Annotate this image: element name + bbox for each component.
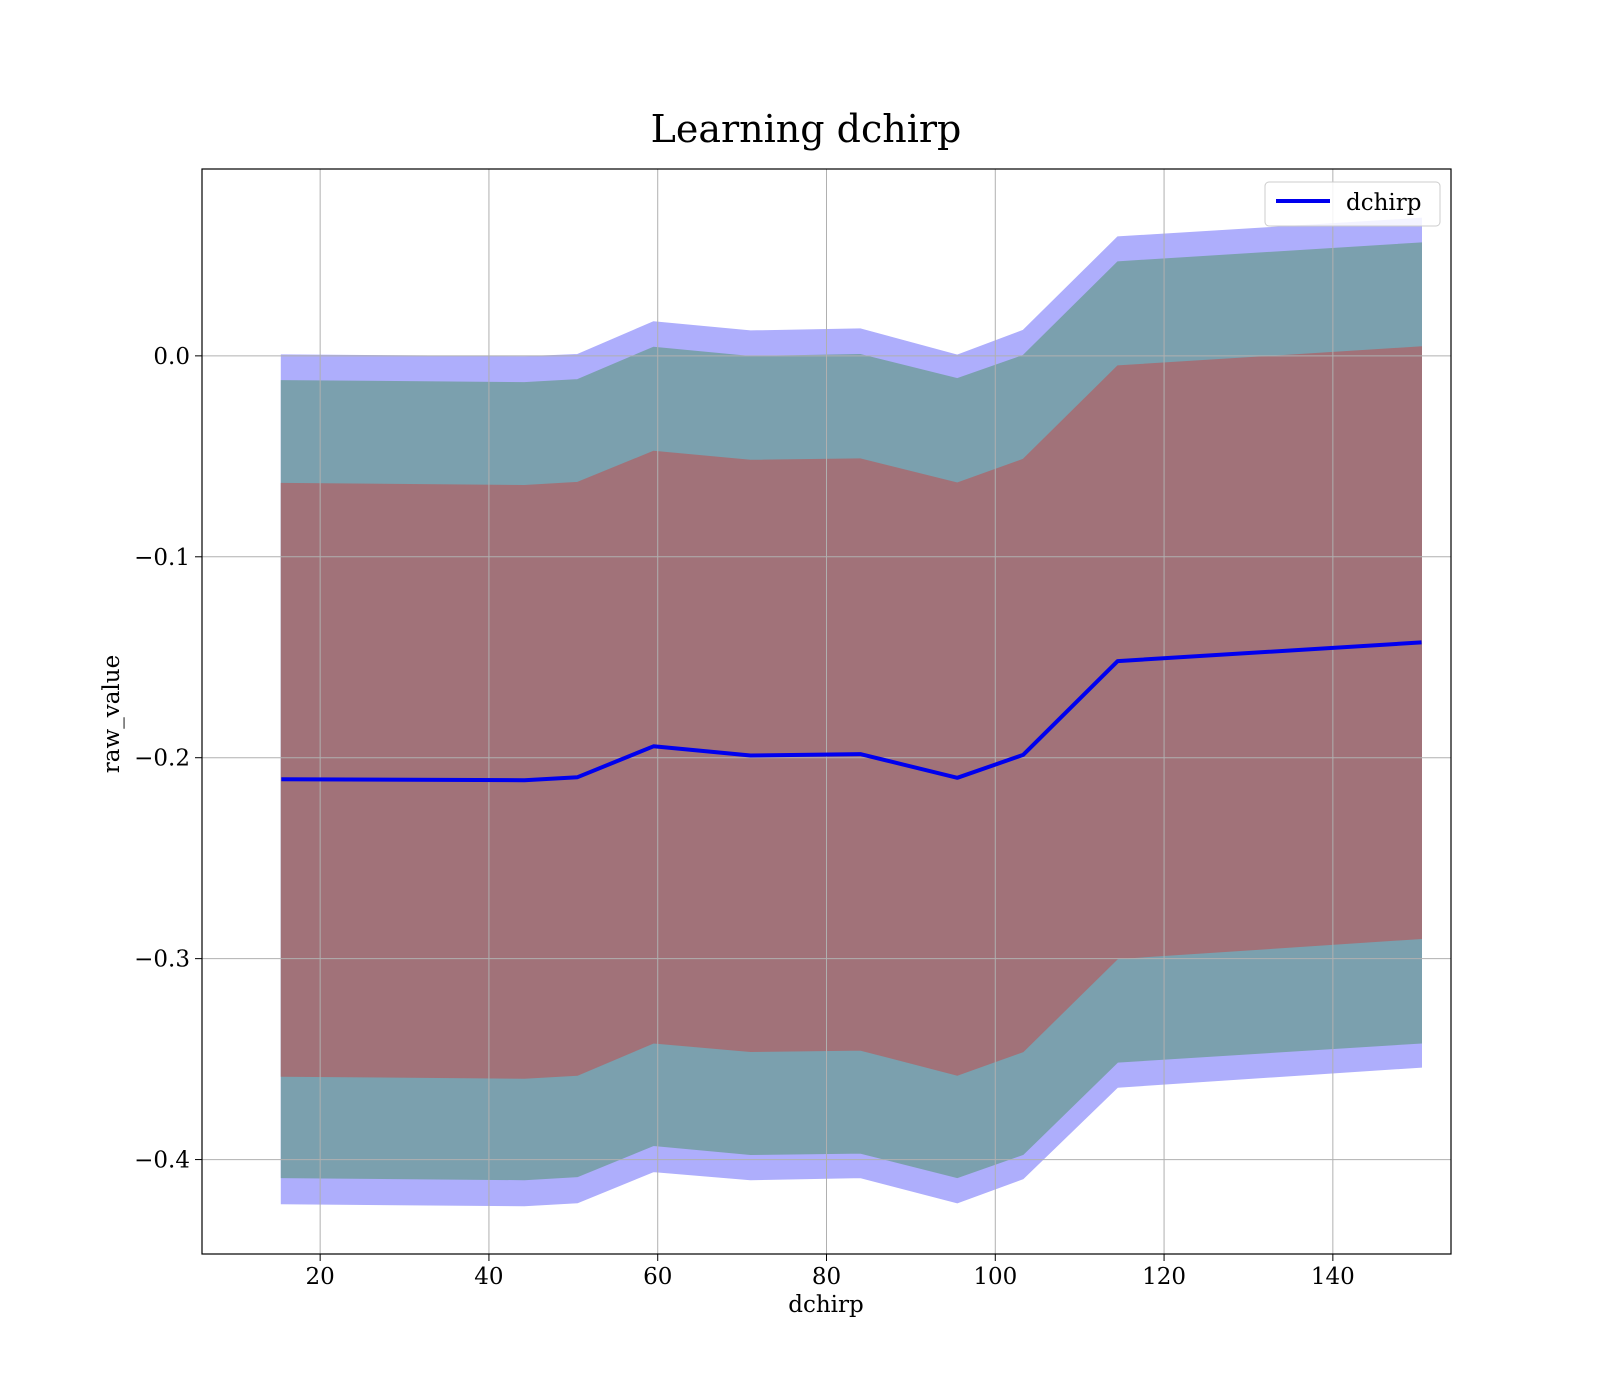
x-tick-label: 120 [1142, 1264, 1186, 1290]
ticks-layer: 20 40 60 80 100 120 140 0.0 −0.1 −0.2 −0.3 −0.4 [134, 344, 1355, 1290]
bands-layer [280, 217, 1422, 1207]
y-tick-label: −0.1 [134, 545, 190, 571]
x-axis-label: dchirp [788, 1292, 864, 1318]
grid-layer [202, 169, 1451, 1254]
lines-layer [281, 640, 1422, 783]
x-tick-label: 40 [474, 1264, 503, 1290]
y-tick-label: −0.4 [134, 1148, 190, 1174]
legend-box [1264, 181, 1441, 227]
x-tick-label: 80 [812, 1264, 841, 1290]
chart-title: Learning dchirp [651, 107, 962, 151]
y-tick-label: −0.3 [134, 947, 190, 973]
series-line-dchirp [281, 640, 1422, 783]
y-tick-label: 0.0 [153, 344, 190, 370]
y-axis-label: raw_value [99, 655, 125, 773]
confidence-band-3 [280, 346, 1422, 1079]
legend-label: dchirp [1346, 190, 1422, 216]
y-tick-label: −0.2 [134, 746, 190, 772]
legend: dchirp [1264, 181, 1441, 227]
x-tick-label: 20 [306, 1264, 335, 1290]
x-tick-label: 60 [643, 1264, 672, 1290]
x-tick-label: 140 [1311, 1264, 1355, 1290]
x-tick-label: 100 [973, 1264, 1017, 1290]
